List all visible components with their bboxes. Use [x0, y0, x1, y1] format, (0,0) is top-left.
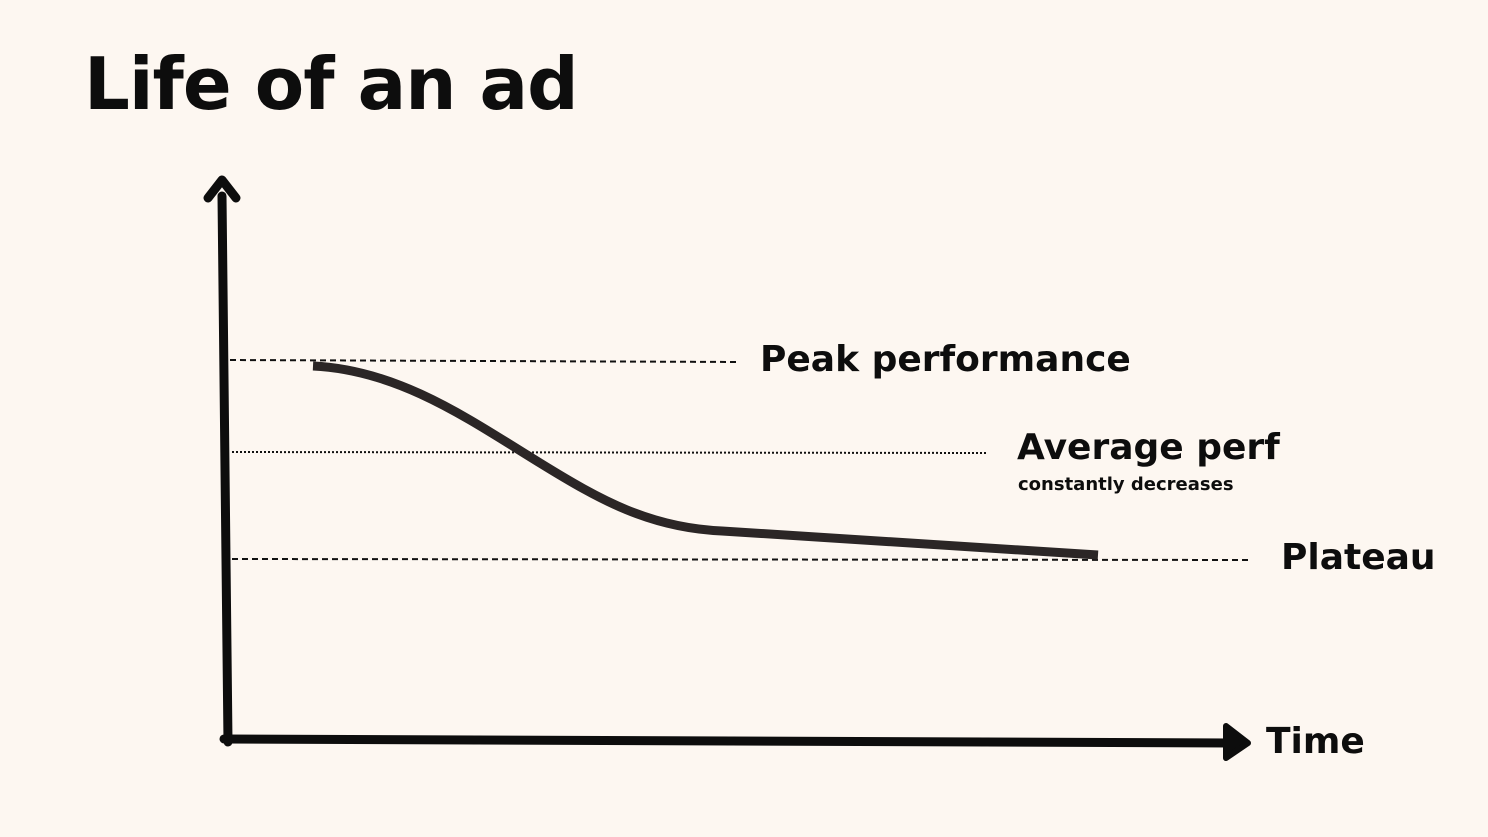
plateau-label: Plateau — [1281, 537, 1436, 578]
plateau-line — [231, 558, 1253, 561]
x-axis-arrowhead — [1223, 723, 1251, 761]
y-axis-arrowhead — [203, 175, 241, 203]
average-perf-label: Average perf — [1017, 427, 1280, 468]
performance-curve — [312, 361, 1099, 560]
x-axis — [219, 734, 1235, 748]
peak-performance-line — [229, 359, 739, 363]
diagram-title: Life of an ad — [84, 42, 579, 126]
average-perf-note: constantly decreases — [1018, 474, 1234, 495]
y-axis — [217, 191, 233, 747]
average-perf-line — [231, 451, 987, 454]
peak-performance-label: Peak performance — [760, 339, 1131, 380]
x-axis-label: Time — [1266, 721, 1365, 762]
